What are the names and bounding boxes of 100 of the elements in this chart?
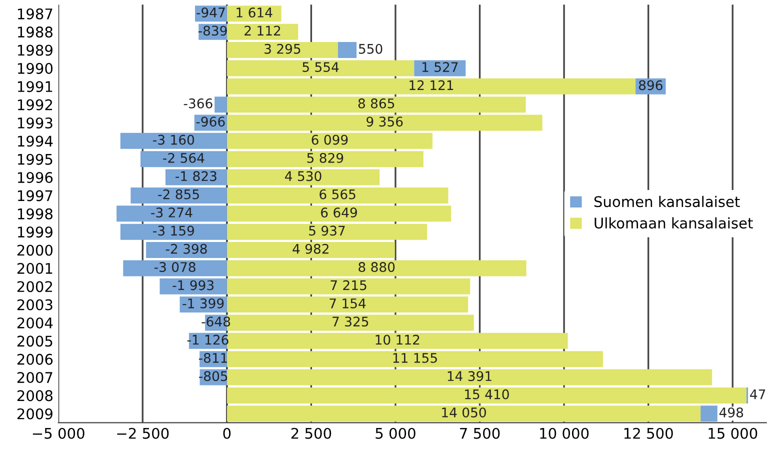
data-label: -1 823 (176, 171, 216, 182)
data-label: -3 159 (153, 226, 194, 236)
data-label: 5 554 (302, 62, 339, 72)
data-label: 14 391 (448, 371, 492, 382)
data-label: 5 829 (307, 152, 344, 163)
bar (226, 332, 568, 349)
data-label: -966 (196, 116, 225, 127)
bar (226, 60, 414, 76)
data-label: 2 112 (244, 26, 280, 36)
y-tick-label: 2007 (17, 372, 52, 384)
x-tick-label: 10 000 (540, 428, 589, 439)
x-tick-label: 5 000 (376, 428, 416, 439)
bar (226, 369, 712, 386)
data-label: -3 274 (151, 207, 192, 218)
data-label: -839 (198, 26, 227, 36)
y-tick-label: 2008 (17, 390, 52, 402)
data-label: 15 410 (465, 389, 509, 400)
x-tick-label: −2 500 (117, 428, 169, 439)
bar (226, 96, 526, 113)
data-label: 10 112 (376, 334, 420, 345)
legend-label: Suomen kansalaiset (594, 196, 740, 208)
bar (226, 296, 468, 313)
data-label: 6 099 (312, 134, 348, 145)
data-label: -1 993 (172, 280, 214, 290)
y-tick-label: 2003 (17, 299, 52, 310)
data-label: 12 121 (410, 80, 454, 90)
y-tick-label: 1990 (18, 62, 53, 74)
bar (226, 260, 526, 276)
bar (226, 132, 433, 149)
y-tick-label: 2009 (17, 408, 52, 420)
bar (130, 187, 227, 204)
y-tick-label: 1998 (18, 208, 52, 220)
data-label: 7 154 (330, 298, 366, 308)
y-tick-label: 1997 (18, 190, 52, 202)
x-tick-label: 15 000 (708, 428, 758, 439)
data-label: -2 398 (166, 244, 207, 254)
data-label: 6 649 (321, 207, 357, 218)
data-label: 11 155 (393, 353, 437, 363)
bar (226, 187, 448, 204)
y-tick-label: 1993 (18, 117, 52, 128)
data-label: -1 399 (182, 298, 224, 308)
bar (226, 278, 470, 294)
y-tick-label: 1988 (18, 26, 52, 38)
y-tick-label: 2006 (17, 354, 53, 365)
data-label: -3 078 (154, 262, 196, 272)
bar (226, 78, 636, 94)
data-label: 4 530 (285, 171, 322, 182)
x-tick-label: 7 500 (460, 428, 500, 439)
bar (146, 242, 227, 258)
bar (165, 169, 227, 186)
bar (226, 242, 395, 258)
bar (226, 224, 428, 240)
data-label: -947 (196, 8, 225, 18)
data-label: -3 160 (153, 134, 194, 145)
bar (226, 114, 542, 131)
y-tick-label: 2001 (17, 262, 52, 274)
data-label: 1 614 (236, 8, 272, 18)
y-tick-label: 1994 (18, 136, 53, 147)
bar (120, 132, 227, 149)
y-tick-label: 1992 (18, 99, 52, 110)
bar (226, 351, 603, 368)
y-tick-label: 2002 (17, 281, 52, 292)
data-label: -2 855 (158, 189, 199, 200)
y-tick-label: 2005 (17, 336, 52, 347)
y-tick-label: 1989 (18, 44, 52, 56)
bar (700, 406, 718, 422)
data-label: 9 356 (366, 116, 403, 127)
y-tick-label: 1999 (18, 226, 52, 238)
data-label: 47 (750, 389, 766, 400)
data-label: 1 527 (422, 62, 458, 72)
x-tick-label: 2 500 (291, 428, 332, 439)
data-label: 550 (358, 44, 382, 54)
bar (226, 42, 338, 58)
bar (123, 260, 227, 276)
data-label: 896 (638, 80, 662, 90)
data-label: -366 (184, 98, 212, 108)
y-tick-label: 1987 (18, 8, 52, 20)
legend-label: Ulkomaan kansalaiset (594, 217, 753, 229)
y-tick-label: 1995 (18, 154, 52, 165)
bar (226, 206, 452, 222)
x-tick-label: 12 500 (624, 428, 673, 439)
bar (226, 387, 746, 404)
bar (140, 151, 227, 168)
bar (120, 224, 227, 240)
bar (226, 151, 424, 168)
data-label: 5 937 (309, 226, 345, 236)
data-label: 7 325 (332, 316, 368, 327)
data-label: 8 880 (358, 262, 395, 272)
data-label: -2 564 (163, 152, 204, 163)
bar (226, 24, 298, 40)
data-label: 498 (719, 407, 744, 418)
data-label: 6 565 (320, 189, 356, 200)
x-tick-label: 0 (223, 428, 231, 439)
data-label: 14 050 (442, 407, 486, 418)
y-tick-label: 2004 (17, 317, 53, 328)
y-tick-label: 2000 (17, 244, 53, 256)
bar (160, 278, 227, 294)
bar (116, 206, 227, 222)
y-tick-label: 1991 (18, 81, 52, 92)
x-tick-label: −5 000 (32, 428, 84, 439)
